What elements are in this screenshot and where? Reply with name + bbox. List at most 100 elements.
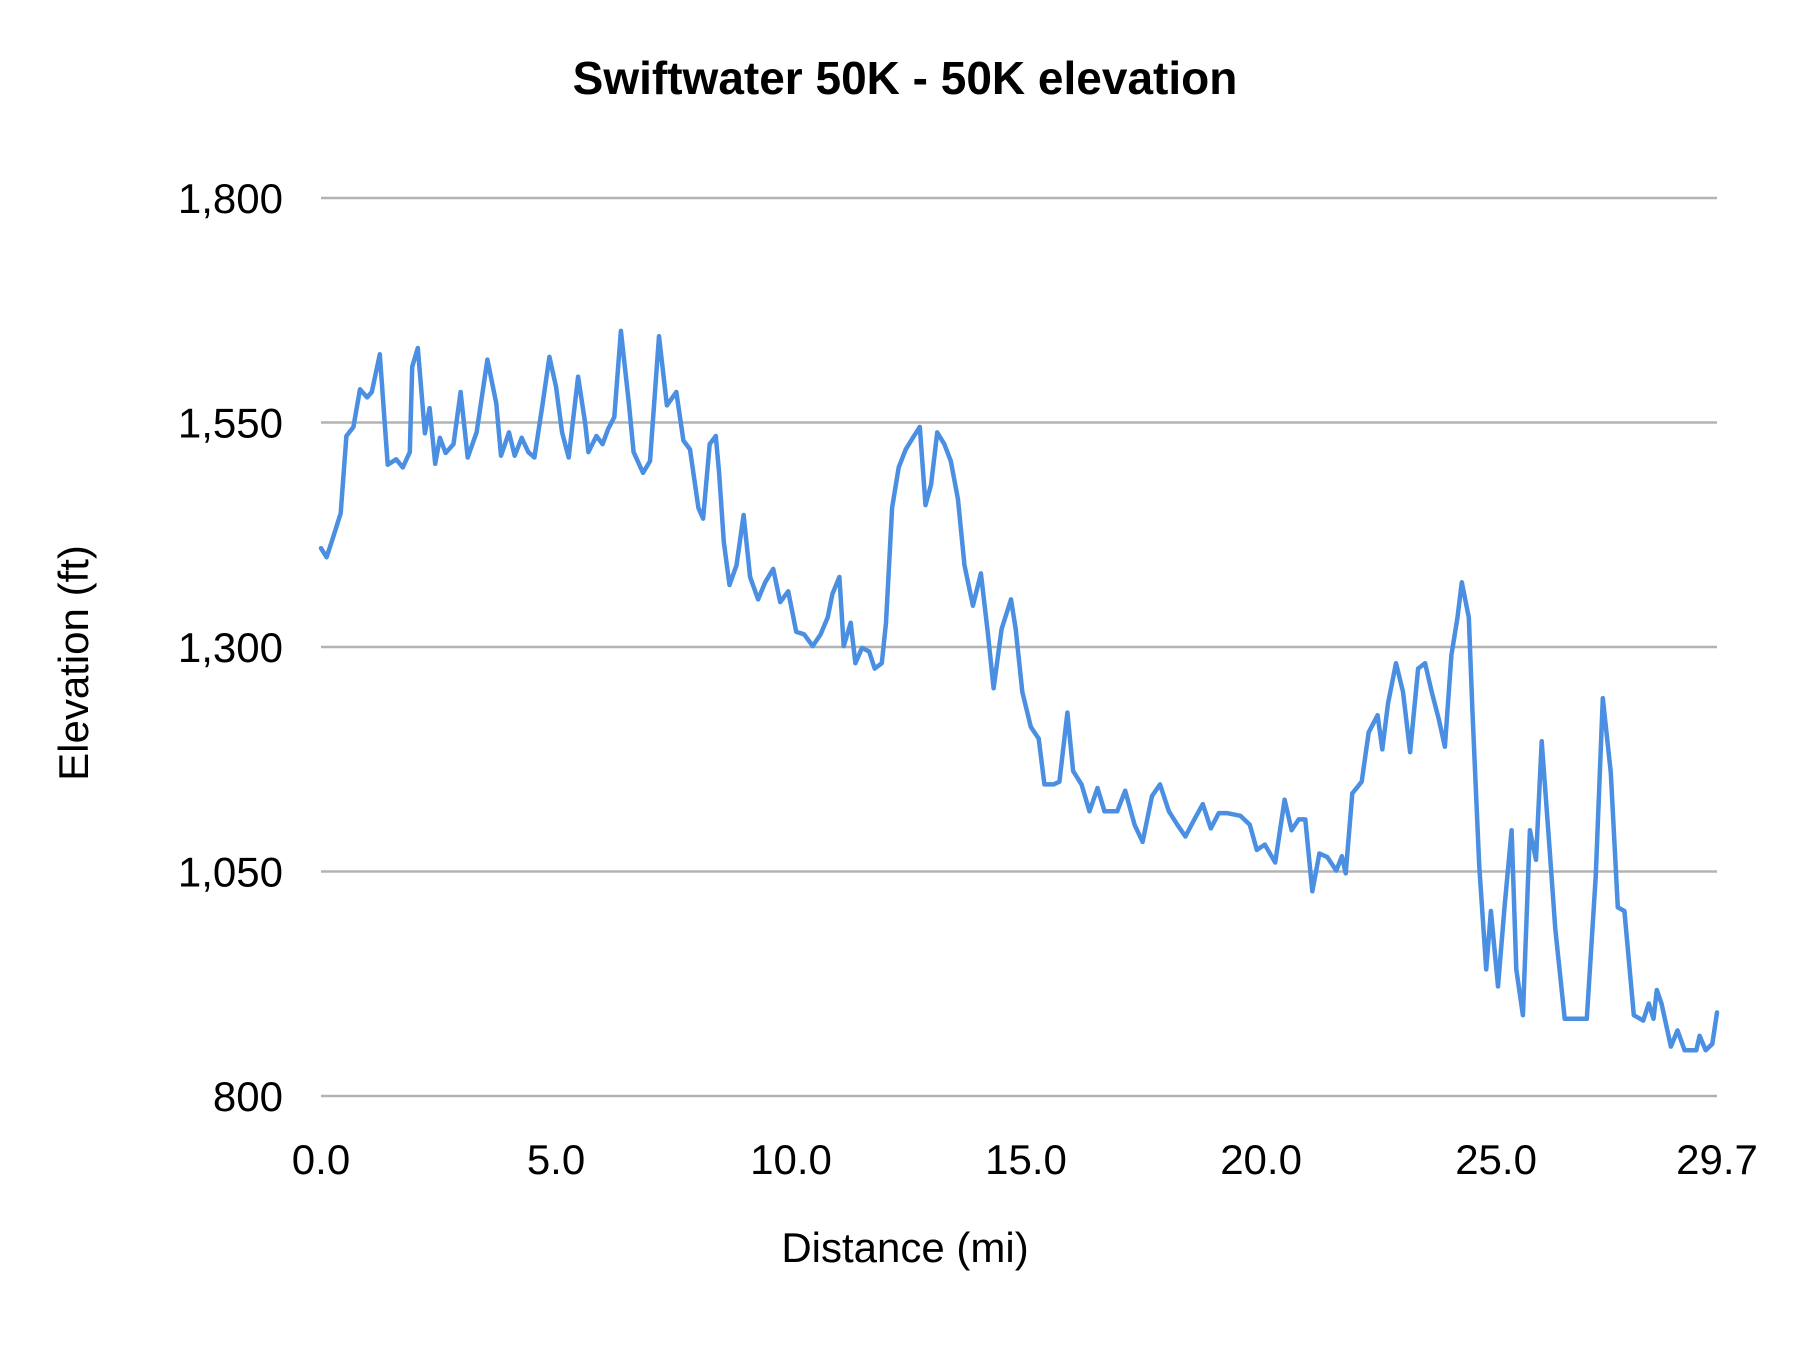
data-point — [1466, 615, 1471, 620]
data-point — [771, 566, 776, 571]
data-point — [586, 450, 591, 455]
data-point — [1442, 744, 1447, 749]
data-point — [1359, 779, 1364, 784]
data-point — [1325, 855, 1330, 860]
x-tick-label: 5.0 — [527, 1136, 585, 1183]
data-point — [701, 516, 706, 521]
data-point — [1224, 811, 1229, 816]
data-point — [626, 401, 631, 406]
data-point — [1366, 730, 1371, 735]
data-point — [1393, 661, 1398, 666]
data-point — [358, 387, 363, 392]
data-point — [1715, 1010, 1719, 1015]
data-point — [1502, 905, 1507, 910]
data-point — [727, 583, 732, 588]
data-point — [978, 571, 983, 576]
data-point — [1654, 988, 1659, 993]
data-point — [576, 374, 581, 379]
data-point — [1553, 926, 1558, 931]
data-point — [1350, 791, 1355, 796]
data-point — [338, 511, 343, 516]
data-point — [458, 389, 463, 394]
data-point — [1622, 909, 1627, 914]
data-point — [474, 430, 479, 435]
data-point — [1675, 1028, 1680, 1033]
data-point — [1429, 689, 1434, 694]
data-point — [532, 455, 537, 460]
data-point — [410, 364, 415, 369]
data-point — [948, 459, 953, 464]
data-point — [794, 629, 799, 634]
data-point — [1028, 724, 1033, 729]
data-point — [991, 686, 996, 691]
data-point — [1247, 822, 1252, 827]
data-point — [319, 546, 323, 551]
data-point — [1216, 811, 1221, 816]
data-point — [1449, 653, 1454, 658]
data-point — [1436, 716, 1441, 721]
data-point — [962, 563, 967, 568]
data-point — [1071, 768, 1076, 773]
data-point — [1703, 1048, 1708, 1053]
data-point — [1273, 860, 1278, 865]
data-point — [433, 461, 438, 466]
data-point — [377, 352, 382, 357]
data-point — [1140, 839, 1145, 844]
data-point — [1495, 984, 1500, 989]
data-point — [681, 438, 686, 443]
data-point — [883, 620, 888, 625]
data-point — [935, 430, 940, 435]
data-point — [1423, 661, 1428, 666]
data-point — [1166, 809, 1171, 814]
data-point — [1009, 597, 1014, 602]
data-point — [1020, 689, 1025, 694]
data-point — [1087, 809, 1092, 814]
data-point — [1514, 967, 1519, 972]
data-point — [547, 354, 552, 359]
data-point — [606, 426, 611, 431]
data-point — [664, 403, 669, 408]
data-point — [583, 421, 588, 426]
data-point — [802, 632, 807, 637]
data-point — [1562, 1016, 1567, 1021]
data-point — [519, 435, 524, 440]
data-point — [400, 465, 405, 470]
data-point — [756, 597, 761, 602]
data-point — [896, 465, 901, 470]
data-point — [1115, 809, 1120, 814]
data-point — [1488, 909, 1493, 914]
data-point — [594, 433, 599, 438]
data-point — [1509, 828, 1514, 833]
data-point — [1095, 785, 1100, 790]
data-point — [1158, 782, 1163, 787]
data-point — [860, 645, 865, 650]
x-tick-label: 25.0 — [1455, 1136, 1537, 1183]
data-point — [631, 450, 636, 455]
data-point — [1343, 871, 1348, 876]
data-point — [1282, 797, 1287, 802]
data-point — [721, 539, 726, 544]
data-point — [415, 345, 420, 350]
data-point — [1694, 1048, 1699, 1053]
data-point — [1710, 1041, 1715, 1046]
data-point — [778, 600, 783, 605]
y-axis-ticks: 800 1,050 1,300 1,550 1,800 — [178, 175, 283, 1120]
y-tick-label: 1,550 — [178, 400, 283, 447]
data-point — [810, 644, 815, 649]
data-point — [485, 357, 490, 362]
data-point — [929, 482, 934, 487]
data-point — [1296, 817, 1301, 822]
data-point — [1036, 736, 1041, 741]
elevation-line — [318, 328, 1720, 1053]
data-point — [640, 470, 645, 475]
data-point — [696, 505, 701, 510]
data-point — [443, 451, 448, 456]
data-point — [1546, 834, 1551, 839]
data-point — [872, 666, 877, 671]
data-point — [554, 384, 559, 389]
data-point — [890, 505, 895, 510]
data-point — [1065, 710, 1070, 715]
data-point — [1238, 813, 1243, 818]
y-tick-label: 1,800 — [178, 175, 283, 222]
